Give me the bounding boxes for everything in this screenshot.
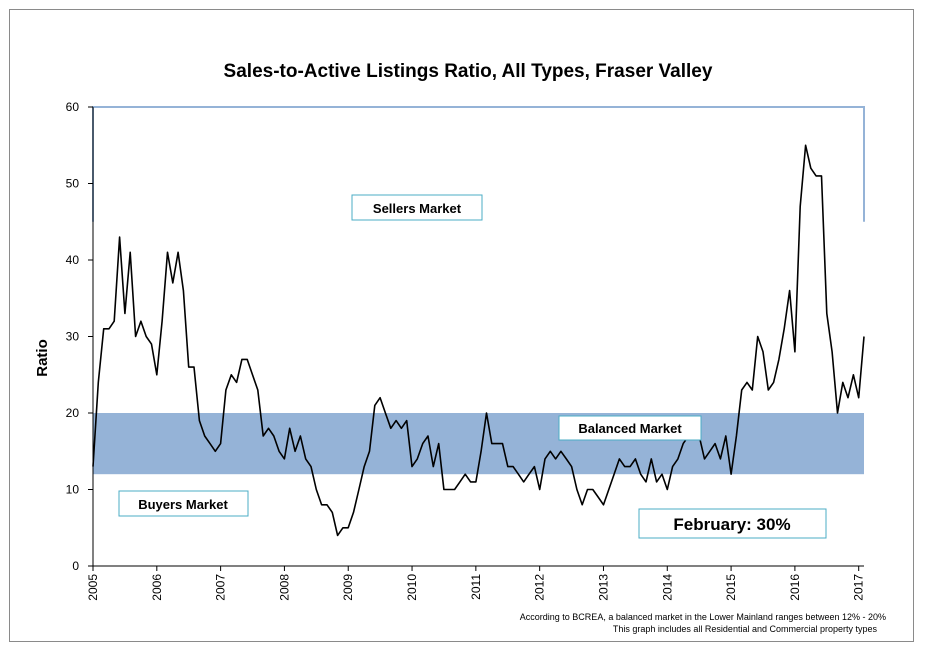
x-tick-label: 2005 (86, 574, 100, 601)
x-tick-label: 2014 (660, 574, 674, 601)
x-tick-label: 2008 (277, 574, 291, 601)
x-tick-label: 2010 (405, 574, 419, 601)
x-tick-label: 2007 (214, 574, 228, 601)
line-chart: Sales-to-Active Listings Ratio, All Type… (34, 61, 886, 634)
chart-frame: Sales-to-Active Listings Ratio, All Type… (9, 9, 914, 642)
y-tick-label: 40 (66, 253, 80, 267)
y-tick-label: 10 (66, 483, 80, 497)
buyers-market-box: Buyers Market (118, 490, 249, 517)
x-tick-label: 2012 (533, 574, 547, 601)
sellers-market-label: Sellers Market (373, 201, 462, 216)
x-tick-label: 2017 (852, 574, 866, 601)
x-tick-label: 2013 (596, 574, 610, 601)
sellers-market-box: Sellers Market (351, 194, 483, 221)
y-axis-label: Ratio (34, 339, 51, 377)
y-tick-label: 60 (66, 100, 80, 114)
x-tick-label: 2015 (724, 574, 738, 601)
x-tick-label: 2011 (469, 574, 483, 600)
balanced-market-box: Balanced Market (558, 415, 702, 441)
latest-value-label: February: 30% (673, 515, 790, 534)
x-tick-label: 2009 (341, 574, 355, 601)
y-tick-label: 30 (66, 330, 80, 344)
y-tick-label: 50 (66, 177, 80, 191)
footnote-2: This graph includes all Residential and … (613, 624, 878, 634)
footnote-1: According to BCREA, a balanced market in… (520, 612, 886, 622)
buyers-market-label: Buyers Market (138, 497, 228, 512)
plot-area (93, 107, 864, 566)
series-line (92, 144, 865, 537)
latest-value-box: February: 30% (638, 508, 827, 539)
x-tick-label: 2016 (788, 574, 802, 601)
chart-title: Sales-to-Active Listings Ratio, All Type… (224, 61, 713, 82)
balanced-market-label: Balanced Market (578, 421, 682, 436)
y-tick-label: 0 (72, 559, 79, 573)
y-tick-label: 20 (66, 406, 80, 420)
x-tick-label: 2006 (150, 574, 164, 601)
